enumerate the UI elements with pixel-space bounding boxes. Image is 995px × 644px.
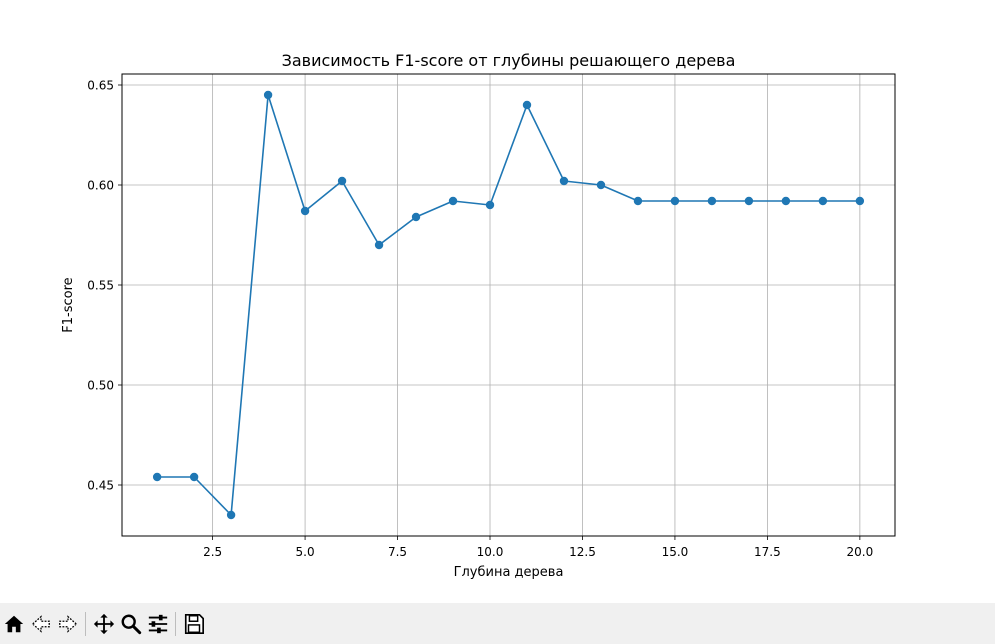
y-tick-label: 0.55 bbox=[87, 279, 114, 293]
data-point bbox=[485, 200, 495, 210]
data-point bbox=[152, 472, 162, 482]
configure-subplots-button[interactable] bbox=[145, 611, 171, 637]
data-point bbox=[559, 176, 569, 186]
x-tick-label: 12.5 bbox=[569, 545, 596, 559]
series-line bbox=[157, 94, 860, 516]
x-tick-label: 7.5 bbox=[388, 545, 407, 559]
zoom-button[interactable] bbox=[118, 611, 144, 637]
data-point bbox=[855, 196, 865, 206]
home-button[interactable] bbox=[1, 611, 27, 637]
chart-title: Зависимость F1-score от глубины решающег… bbox=[282, 51, 736, 70]
back-arrow-icon bbox=[31, 614, 50, 633]
plot-area bbox=[121, 73, 896, 537]
data-point bbox=[374, 240, 384, 250]
y-tick-label: 0.65 bbox=[87, 79, 114, 93]
data-point bbox=[633, 196, 643, 206]
data-point bbox=[596, 180, 606, 190]
home-icon bbox=[4, 615, 24, 632]
zoom-icon bbox=[121, 614, 142, 634]
x-tick-label: 17.5 bbox=[754, 545, 781, 559]
x-tick-label: 2.5 bbox=[203, 545, 222, 559]
forward-arrow-icon bbox=[59, 614, 78, 633]
data-point bbox=[522, 100, 532, 110]
data-point bbox=[300, 206, 310, 216]
x-tick-label: 5.0 bbox=[296, 545, 315, 559]
series-line-group bbox=[157, 94, 860, 516]
data-point bbox=[337, 176, 347, 186]
y-tick-label: 0.45 bbox=[87, 479, 114, 493]
y-tick-label: 0.50 bbox=[87, 379, 114, 393]
data-point bbox=[670, 196, 680, 206]
data-point bbox=[744, 196, 754, 206]
x-axis: 2.5 5.0 7.5 10.0 12.5 15.0 17.5 20.0 bbox=[203, 536, 873, 559]
save-icon bbox=[184, 613, 204, 634]
x-axis-label: Глубина дерева bbox=[454, 565, 564, 580]
data-point bbox=[448, 196, 458, 206]
toolbar-separator bbox=[175, 611, 176, 636]
chart-figure: Зависимость F1-score от глубины решающег… bbox=[61, 51, 896, 580]
y-axis-label: F1-score bbox=[61, 277, 76, 332]
data-point bbox=[818, 196, 828, 206]
back-button[interactable] bbox=[28, 611, 54, 637]
pan-icon bbox=[93, 613, 115, 634]
pan-button[interactable] bbox=[91, 611, 117, 637]
data-point bbox=[411, 212, 421, 222]
x-tick-label: 10.0 bbox=[477, 545, 504, 559]
data-point bbox=[263, 90, 273, 100]
y-axis: 0.45 0.50 0.55 0.60 0.65 bbox=[87, 79, 122, 493]
save-button[interactable] bbox=[181, 611, 207, 637]
toolbar-separator bbox=[85, 611, 86, 636]
x-tick-label: 20.0 bbox=[847, 545, 874, 559]
data-point bbox=[189, 472, 199, 482]
data-point bbox=[781, 196, 791, 206]
data-point bbox=[226, 510, 236, 520]
x-tick-label: 15.0 bbox=[662, 545, 689, 559]
series-markers bbox=[152, 90, 865, 520]
data-point bbox=[707, 196, 717, 206]
navigation-toolbar bbox=[0, 603, 995, 644]
forward-button[interactable] bbox=[55, 611, 81, 637]
configure-subplots-icon bbox=[148, 614, 168, 633]
y-tick-label: 0.60 bbox=[87, 179, 114, 193]
